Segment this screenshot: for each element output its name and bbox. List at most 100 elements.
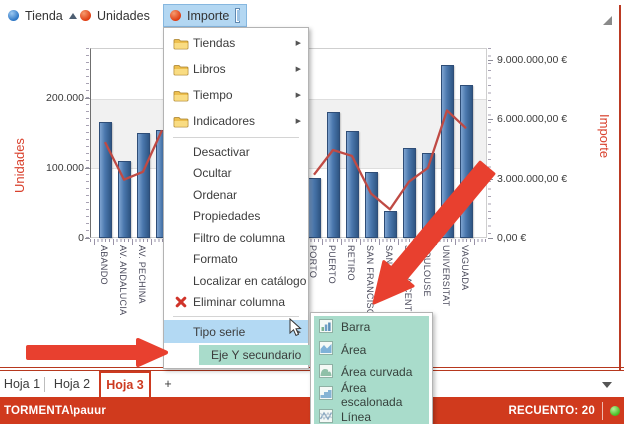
- red-dot-icon: [80, 10, 91, 21]
- tick-mark: [488, 238, 493, 239]
- menu-item-label: Ocultar: [193, 166, 232, 181]
- menu-item-propiedades[interactable]: Propiedades: [164, 206, 308, 228]
- sheet-icon: [235, 8, 240, 23]
- x-axis-label: UNIVERSITAT: [440, 245, 451, 307]
- bar-puerto[interactable]: [326, 112, 340, 238]
- importe-line-segment: [313, 109, 467, 211]
- left-axis-title: Unidades: [12, 138, 27, 193]
- folder-icon: [172, 63, 190, 76]
- series-type-submenu: Barra Área Área curvada Área escalonada Líne…: [310, 312, 433, 424]
- right-axis-minor-ticks: [488, 48, 491, 238]
- menu-item-indicadores[interactable]: Indicadores ▶: [164, 108, 308, 134]
- menu-item-filtro-de-columna[interactable]: Filtro de columna: [164, 227, 308, 249]
- x-axis-label: PORTO: [307, 245, 318, 279]
- menu-item-tiempo[interactable]: Tiempo ▶: [164, 82, 308, 108]
- field-label: Unidades: [97, 8, 150, 23]
- bar-av-pechina[interactable]: [136, 133, 150, 238]
- blue-dot-icon: [8, 10, 19, 21]
- menu-item-label: Filtro de columna: [193, 230, 286, 245]
- submenu-item--rea[interactable]: Área: [314, 339, 429, 362]
- x-axis-label: AV. PECHINA: [136, 245, 147, 304]
- curved-area-chart-icon: [319, 363, 333, 381]
- folder-icon: [172, 115, 190, 128]
- sort-ascending-icon: [68, 12, 77, 19]
- submenu-arrow-icon: ▶: [295, 40, 301, 47]
- add-sheet-button[interactable]: +: [164, 377, 172, 391]
- submenu-item-label: Área curvada: [341, 365, 413, 380]
- bar-abando[interactable]: [98, 122, 112, 238]
- bar-retiro[interactable]: [345, 130, 359, 238]
- area-chart-icon: [319, 341, 333, 358]
- left-axis-tick-label: 200.000: [46, 92, 84, 104]
- context-menu: Tiendas ▶ Libros ▶ Tiempo ▶ Indicadores ▶ Desact…: [163, 27, 316, 369]
- left-axis-tick-label: 0: [78, 232, 84, 244]
- right-axis-tick-label: 6.000.000,00 €: [497, 113, 568, 126]
- field-label: Tienda: [25, 8, 63, 23]
- submenu-item-l-nea[interactable]: Línea: [314, 406, 429, 424]
- tab-list-dropdown-icon[interactable]: [602, 382, 612, 388]
- right-axis-tick-label: 0,00 €: [497, 232, 527, 244]
- line-chart-icon: [319, 408, 333, 424]
- menu-item-label: Tiendas: [193, 36, 236, 50]
- tab-hoja-2[interactable]: Hoja 2: [53, 377, 91, 391]
- red-dot-icon: [170, 10, 181, 21]
- x-axis-label: TOULOUSE: [421, 245, 432, 297]
- submenu-highlight: Barra Área Área curvada Área escalonada Líne…: [314, 316, 429, 424]
- menu-item-label: Desactivar: [193, 144, 250, 159]
- submenu-item--rea-curvada[interactable]: Área curvada: [314, 361, 429, 384]
- submenu-item-label: Línea: [341, 410, 372, 424]
- field-label: Importe: [187, 8, 230, 23]
- x-axis-label: AV. ANDALUCIA: [117, 245, 128, 316]
- submenu-item--rea-escalonada[interactable]: Área escalonada: [314, 381, 429, 409]
- x-axis-label: RETIRO: [345, 245, 356, 281]
- menu-item-tipo-serie[interactable]: Tipo serie ▶: [164, 320, 308, 343]
- tab-hoja-1[interactable]: Hoja 1: [3, 377, 41, 391]
- right-axis-title: Importe: [597, 114, 612, 159]
- menu-item-eje-y-secundario[interactable]: Eje Y secundario: [164, 343, 316, 366]
- field-chip-unidades[interactable]: Unidades: [74, 4, 156, 27]
- tab-hoja-3[interactable]: Hoja 3: [99, 371, 151, 397]
- submenu-arrow-icon: ▶: [295, 66, 301, 73]
- status-separator: [602, 401, 603, 420]
- pane-border: [619, 5, 621, 397]
- delete-x-icon: [172, 296, 190, 308]
- menu-item-tiendas[interactable]: Tiendas ▶: [164, 30, 308, 56]
- submenu-arrow-icon: ▶: [295, 118, 301, 125]
- menu-item-label: Indicadores: [193, 114, 256, 128]
- menu-separator: [173, 137, 299, 138]
- menu-item-ocultar[interactable]: Ocultar: [164, 163, 308, 185]
- menu-item-libros[interactable]: Libros ▶: [164, 56, 308, 82]
- x-axis-label: PUERTO: [326, 245, 337, 284]
- pivot-field-toolbar: Tienda Unidades Importe: [0, 0, 624, 28]
- menu-item-formato[interactable]: Formato: [164, 249, 308, 271]
- tick-mark: [85, 238, 90, 239]
- menu-item-label: Propiedades: [193, 209, 261, 224]
- submenu-arrow-icon: ▶: [295, 328, 301, 336]
- submenu-item-label: Área: [341, 342, 367, 357]
- field-chip-tienda[interactable]: Tienda: [2, 4, 83, 27]
- submenu-item-barra[interactable]: Barra: [314, 316, 429, 339]
- x-axis-label: VAGUADA: [459, 245, 470, 291]
- menu-item-label: Ordenar: [193, 187, 238, 202]
- connection-status-icon: [610, 405, 620, 416]
- menu-item-label: Tipo serie: [193, 324, 246, 339]
- bar-av-andalucia[interactable]: [117, 160, 131, 238]
- menu-item-desactivar[interactable]: Desactivar: [164, 141, 308, 163]
- menu-item-localizar-en-cat-logo[interactable]: Localizar en catálogo: [164, 270, 308, 292]
- stepped-area-chart-icon: [319, 386, 333, 403]
- right-axis-tick-label: 3.000.000,00 €: [497, 172, 568, 185]
- submenu-arrow-icon: ▶: [295, 92, 301, 99]
- folder-icon: [172, 37, 190, 50]
- field-chip-importe[interactable]: Importe: [163, 4, 247, 27]
- left-axis-minor-ticks: [86, 48, 89, 238]
- menu-item-label: Libros: [193, 62, 226, 76]
- folder-icon: [172, 89, 190, 102]
- x-axis-label: SANT JUST: [383, 245, 394, 297]
- status-user: TORMENTA\pauur: [4, 404, 107, 417]
- corner-grip-icon: [603, 16, 612, 25]
- menu-item-label: Formato: [193, 252, 238, 267]
- menu-item-label: Tiempo: [193, 88, 233, 102]
- menu-item-ordenar[interactable]: Ordenar: [164, 184, 308, 206]
- menu-item-eliminar-columna[interactable]: Eliminar columna: [164, 292, 308, 314]
- menu-item-label: Localizar en catálogo: [193, 273, 307, 288]
